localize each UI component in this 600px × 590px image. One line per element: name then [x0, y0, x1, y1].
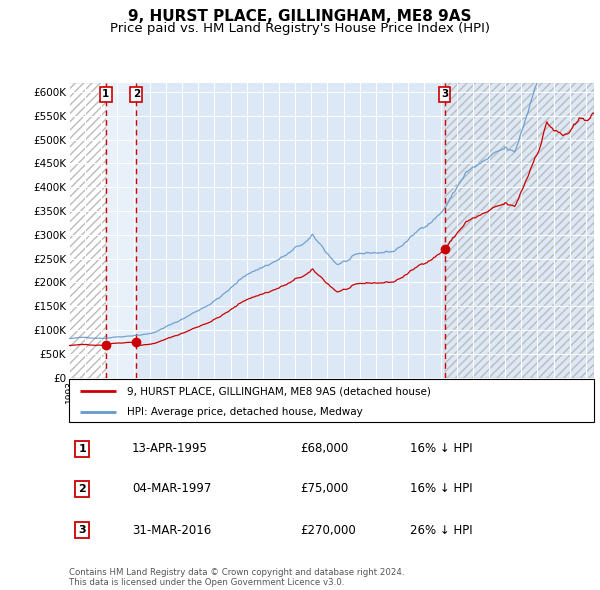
Bar — [445, 83, 594, 378]
Text: £75,000: £75,000 — [300, 483, 348, 496]
Text: HPI: Average price, detached house, Medway: HPI: Average price, detached house, Medw… — [127, 407, 362, 417]
Bar — [69, 83, 106, 378]
Text: Price paid vs. HM Land Registry's House Price Index (HPI): Price paid vs. HM Land Registry's House … — [110, 22, 490, 35]
Text: 16% ↓ HPI: 16% ↓ HPI — [410, 442, 473, 455]
Bar — [106, 83, 136, 378]
Text: 2: 2 — [78, 484, 86, 494]
Text: 31-MAR-2016: 31-MAR-2016 — [132, 523, 211, 536]
Text: 1: 1 — [102, 90, 109, 99]
Text: 2: 2 — [133, 90, 140, 99]
Text: 9, HURST PLACE, GILLINGHAM, ME8 9AS (detached house): 9, HURST PLACE, GILLINGHAM, ME8 9AS (det… — [127, 386, 431, 396]
Text: 3: 3 — [79, 525, 86, 535]
Text: 26% ↓ HPI: 26% ↓ HPI — [410, 523, 473, 536]
Text: 1: 1 — [78, 444, 86, 454]
Text: 9, HURST PLACE, GILLINGHAM, ME8 9AS: 9, HURST PLACE, GILLINGHAM, ME8 9AS — [128, 9, 472, 24]
Text: 04-MAR-1997: 04-MAR-1997 — [132, 483, 211, 496]
Text: 13-APR-1995: 13-APR-1995 — [132, 442, 208, 455]
Text: 16% ↓ HPI: 16% ↓ HPI — [410, 483, 473, 496]
Text: Contains HM Land Registry data © Crown copyright and database right 2024.
This d: Contains HM Land Registry data © Crown c… — [69, 568, 404, 587]
Text: £68,000: £68,000 — [300, 442, 348, 455]
Text: 3: 3 — [441, 90, 448, 99]
Text: £270,000: £270,000 — [300, 523, 356, 536]
